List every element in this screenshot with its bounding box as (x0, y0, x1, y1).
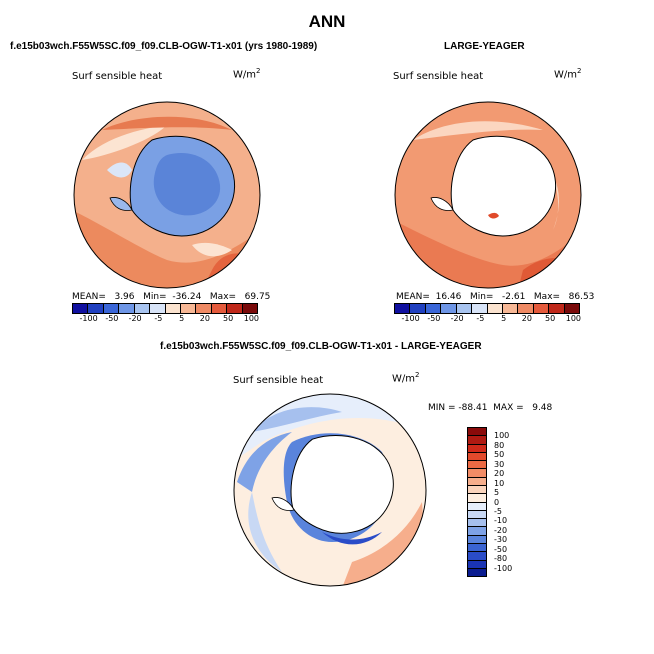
main-title: ANN (308, 12, 346, 31)
diff-colorbar-swatches (467, 427, 487, 577)
left-units-label: W/m2 (233, 67, 261, 81)
right-colorbar-ticks: -100 -50 -20 -5 5 20 50 100 (401, 314, 582, 323)
diff-colorbar-ticks: 100 80 50 30 20 10 5 0 -5 -10 -20 -30 -5… (494, 431, 513, 573)
left-case-title: f.e15b03wch.F55W5SC.f09_f09.CLB-OGW-T1-x… (10, 41, 318, 52)
left-colorbar: -100 -50 -20 -5 5 20 50 100 (72, 303, 259, 323)
right-polar-map (394, 101, 582, 289)
right-units-label: W/m2 (554, 67, 582, 81)
left-colorbar-swatches (72, 303, 258, 314)
left-colorbar-ticks: -100 -50 -20 -5 5 20 50 100 (79, 314, 260, 323)
diff-polar-map (233, 393, 427, 587)
left-polar-map (73, 101, 261, 289)
diff-colorbar (467, 427, 487, 577)
diff-case-title: f.e15b03wch.F55W5SC.f09_f09.CLB-OGW-T1-x… (160, 341, 482, 352)
diff-stats: MIN = -88.41 MAX = 9.48 (428, 403, 553, 413)
right-variable-label: Surf sensible heat (393, 71, 484, 82)
right-stats: MEAN= 16.46 Min= -2.61 Max= 86.53 (396, 292, 595, 302)
right-colorbar: -100 -50 -20 -5 5 20 50 100 (394, 303, 581, 323)
right-colorbar-swatches (394, 303, 580, 314)
right-case-title: LARGE-YEAGER (444, 41, 525, 52)
left-variable-label: Surf sensible heat (72, 71, 163, 82)
diff-units-label: W/m2 (392, 371, 420, 385)
left-stats: MEAN= 3.96 Min= -36.24 Max= 69.75 (72, 292, 271, 302)
diff-variable-label: Surf sensible heat (233, 375, 324, 386)
